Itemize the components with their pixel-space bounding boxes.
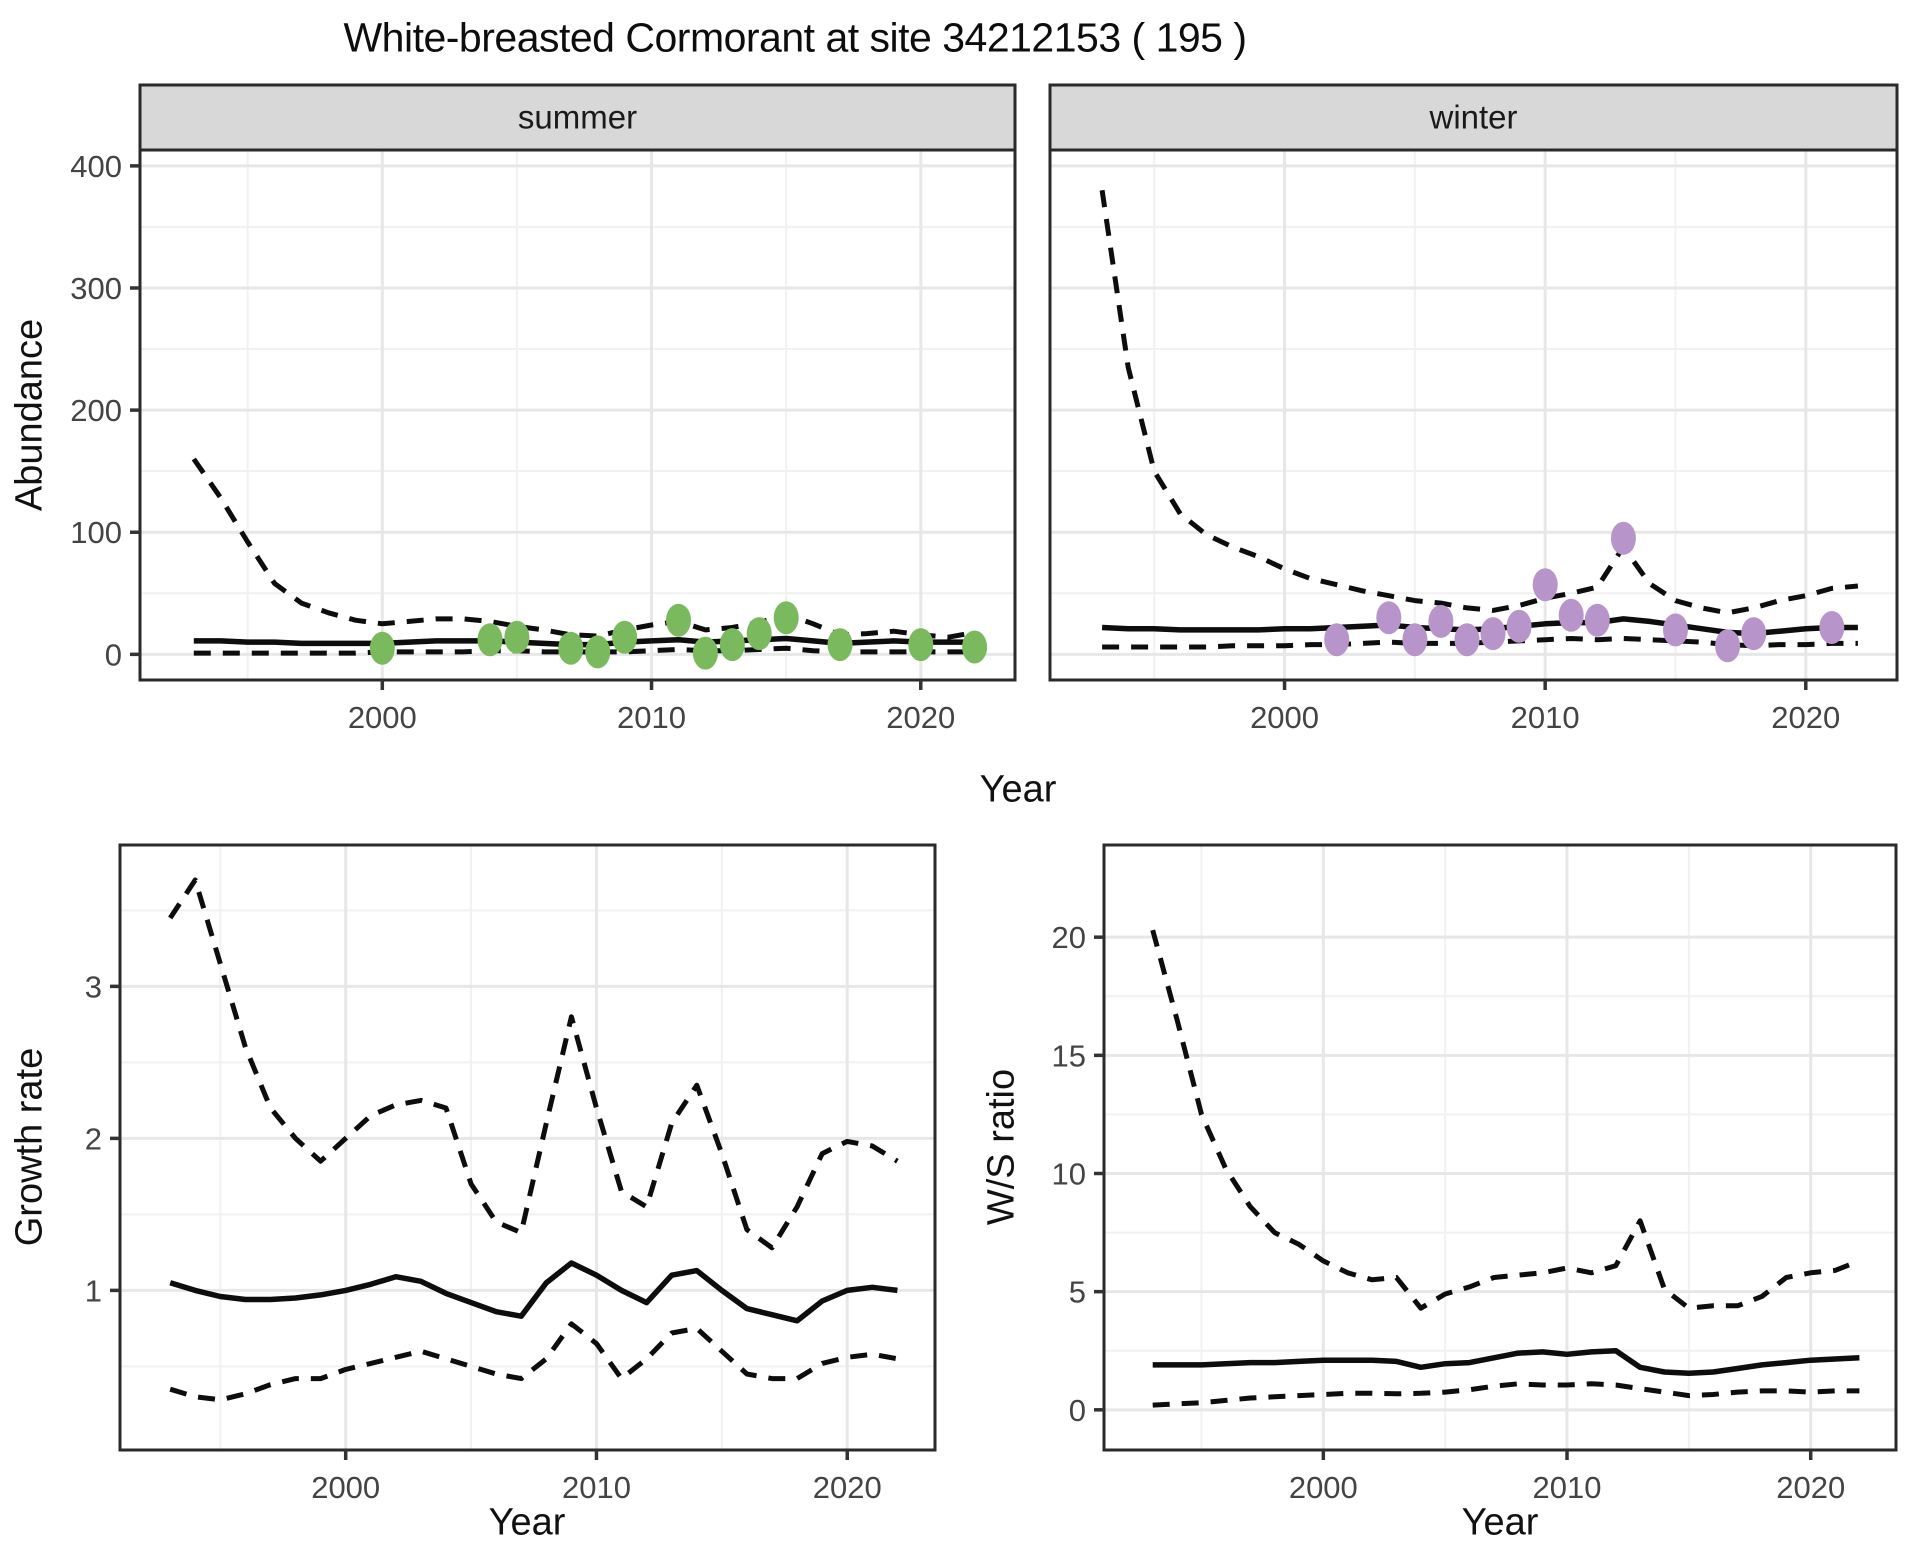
- panel-background: [140, 150, 1015, 680]
- panel-border: [1102, 843, 1898, 1452]
- y-tick-label: 0: [1069, 1393, 1086, 1428]
- x-axis-title-year-top: Year: [979, 768, 1057, 811]
- data-point-winter_counts: [1480, 617, 1506, 651]
- y-axis-title-abundance: Abundance: [8, 318, 51, 512]
- ci-lower_ci-line: [1152, 1381, 1860, 1408]
- panel-abundance-summer: summer 2000 2010 2020 0 100 200 300 400: [70, 83, 1017, 735]
- data-point-summer_counts: [558, 631, 584, 665]
- data-point-winter_counts: [1663, 613, 1688, 647]
- data-point-winter_counts: [1741, 617, 1767, 651]
- x-tick-label: 2000: [1250, 700, 1319, 735]
- chart-title: White-breasted Cormorant at site 3421215…: [343, 14, 1247, 61]
- y-tick-label: 20: [1052, 920, 1086, 955]
- facet-label: winter: [1428, 99, 1517, 136]
- y-tick-label: 0: [105, 637, 122, 672]
- data-point-summer_counts: [692, 636, 718, 670]
- panel-ws-ratio: 2000 2010 2020 0 5 10 15 20: [1052, 843, 1898, 1505]
- panel-background: [120, 845, 935, 1450]
- data-point-winter_counts: [1324, 623, 1350, 657]
- data-point-summer_counts: [477, 623, 503, 657]
- y-tick-label: 200: [70, 393, 122, 428]
- data-point-summer_counts: [773, 601, 799, 635]
- ci-lower_ci-line: [1102, 636, 1858, 650]
- x-tick-label: 2020: [1771, 700, 1840, 735]
- data-point-summer_counts: [746, 617, 772, 651]
- x-tick-label: 2010: [562, 1470, 631, 1505]
- data-point-summer_counts: [908, 628, 934, 662]
- y-tick-label: 400: [70, 149, 122, 184]
- y-tick-label: 300: [70, 271, 122, 306]
- panel-background: [1050, 150, 1897, 680]
- ci-lower_ci-line: [169, 1321, 898, 1403]
- data-point-winter_counts: [1558, 598, 1584, 632]
- x-tick-label: 2020: [1776, 1470, 1845, 1505]
- x-axis-title-year-ws: Year: [1461, 1501, 1539, 1544]
- facet-strip: [138, 83, 1017, 152]
- data-point-summer_counts: [612, 620, 638, 654]
- x-tick-label: 2000: [1289, 1470, 1358, 1505]
- x-axis-title-year-growth: Year: [488, 1501, 566, 1544]
- panel-abundance-winter: winter 2000 2010 2020: [1048, 83, 1899, 735]
- y-tick-label: 100: [70, 515, 122, 550]
- data-point-summer_counts: [827, 628, 853, 662]
- ci-upper_ci-line: [1099, 189, 1859, 616]
- data-point-winter_counts: [1402, 623, 1428, 657]
- data-point-summer_counts: [666, 603, 691, 637]
- y-tick-label: 15: [1052, 1038, 1086, 1073]
- y-axis-title-growth-rate: Growth rate: [8, 1047, 51, 1247]
- y-tick-label: 3: [85, 969, 102, 1004]
- data-point-winter_counts: [1532, 568, 1558, 602]
- facet-strip: [1048, 83, 1899, 152]
- data-point-winter_counts: [1506, 609, 1532, 643]
- y-axis-title-ws-ratio: W/S ratio: [980, 1068, 1023, 1226]
- y-tick-label: 2: [85, 1121, 102, 1156]
- data-point-winter_counts: [1376, 601, 1402, 635]
- data-point-winter_counts: [1584, 603, 1610, 637]
- data-point-summer_counts: [585, 635, 611, 669]
- x-tick-label: 2000: [311, 1470, 380, 1505]
- data-point-winter_counts: [1819, 611, 1845, 644]
- data-point-summer_counts: [719, 628, 745, 662]
- data-point-summer_counts: [962, 630, 988, 664]
- data-point-summer_counts: [369, 631, 395, 665]
- x-tick-label: 2020: [813, 1470, 882, 1505]
- data-point-winter_counts: [1454, 623, 1480, 657]
- y-tick-label: 10: [1052, 1156, 1086, 1191]
- x-tick-label: 2010: [1533, 1470, 1602, 1505]
- x-tick-label: 2010: [617, 700, 686, 735]
- y-tick-label: 1: [85, 1273, 102, 1308]
- panel-background: [1104, 845, 1896, 1450]
- data-point-summer_counts: [504, 620, 530, 654]
- median-line: [169, 1260, 898, 1324]
- data-point-winter_counts: [1428, 604, 1454, 638]
- data-point-winter_counts: [1715, 629, 1741, 663]
- ci-upper_ci-line: [1150, 929, 1861, 1311]
- y-tick-label: 5: [1069, 1275, 1086, 1310]
- facet-label: summer: [518, 99, 637, 136]
- panel-growth-rate: 2000 2010 2020 1 2 3: [85, 843, 937, 1505]
- x-tick-label: 2000: [348, 700, 417, 735]
- panel-border: [118, 843, 937, 1452]
- median-line: [1152, 1347, 1860, 1376]
- data-point-winter_counts: [1610, 521, 1636, 555]
- x-tick-label: 2020: [886, 700, 955, 735]
- x-tick-label: 2010: [1511, 700, 1580, 735]
